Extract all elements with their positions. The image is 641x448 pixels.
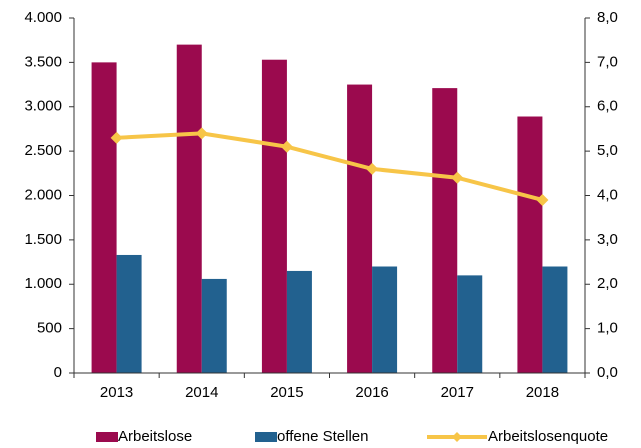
y-tick-label: 1.500 (24, 231, 62, 248)
line-marker (536, 193, 549, 206)
legend-swatch (452, 432, 462, 442)
y-tick-label: 500 (37, 320, 62, 337)
x-tick-label: 2017 (441, 384, 474, 401)
legend-label: Arbeitslose (118, 428, 192, 445)
line-marker (280, 140, 293, 153)
legend-swatch (255, 432, 277, 442)
line-marker (195, 127, 208, 140)
line-marker (451, 171, 464, 184)
y2-tick-label: 6,0 (597, 98, 618, 115)
legend-label: offene Stellen (277, 428, 368, 445)
bar (201, 278, 227, 373)
legend-swatch (96, 432, 118, 442)
x-tick-label: 2015 (270, 384, 303, 401)
y-tick-label: 4.000 (24, 9, 62, 26)
y-tick-label: 0 (54, 364, 62, 381)
line (116, 131, 543, 202)
y2-tick-label: 3,0 (597, 231, 618, 248)
y-tick-label: 3.000 (24, 98, 62, 115)
bar (116, 254, 142, 373)
y2-tick-label: 4,0 (597, 186, 618, 203)
y2-tick-label: 1,0 (597, 320, 618, 337)
bar (372, 266, 398, 373)
y2-tick-label: 2,0 (597, 275, 618, 292)
y2-tick-label: 7,0 (597, 53, 618, 70)
legend-label: Arbeitslosenquote (488, 428, 608, 445)
x-tick-label: 2014 (185, 384, 218, 401)
y2-tick-label: 8,0 (597, 9, 618, 26)
y-tick-label: 2.500 (24, 142, 62, 159)
y2-tick-label: 5,0 (597, 142, 618, 159)
bar (286, 270, 312, 373)
bar (432, 88, 458, 374)
y-tick-label: 1.000 (24, 275, 62, 292)
bar (91, 62, 117, 373)
bar (517, 116, 543, 373)
y2-tick-label: 0,0 (597, 364, 618, 381)
line-marker (110, 131, 123, 144)
bar (457, 275, 483, 373)
bar (176, 44, 202, 373)
x-tick-label: 2018 (526, 384, 559, 401)
bar (261, 59, 287, 374)
bar (542, 266, 568, 373)
bar (347, 84, 373, 373)
x-tick-label: 2016 (355, 384, 388, 401)
y-tick-label: 2.000 (24, 186, 62, 203)
x-tick-label: 2013 (100, 384, 133, 401)
y-tick-label: 3.500 (24, 53, 62, 70)
line-marker (366, 162, 379, 175)
